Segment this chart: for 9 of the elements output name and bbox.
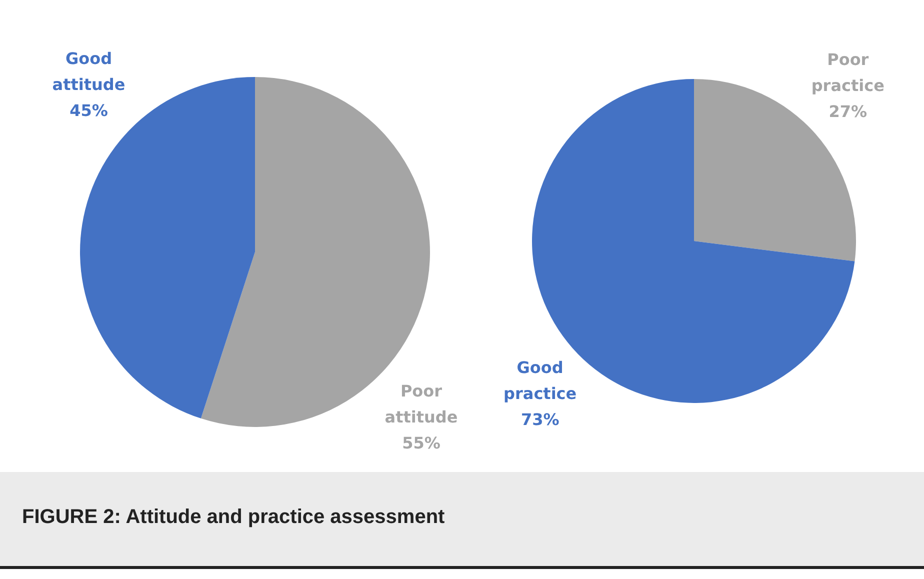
slice-label: Poor attitude (384, 382, 458, 427)
data-label: 45% (70, 101, 108, 120)
data-label: 27% (828, 102, 868, 122)
slice-label: Good practice (504, 358, 577, 404)
data-label: 73% (520, 410, 560, 430)
data-label: 55% (402, 434, 440, 453)
slice-label: Good attitude (52, 49, 126, 94)
caption: FIGURE 2: Attitude and practice assessment (22, 506, 445, 529)
slice-label: Poor practice (811, 50, 885, 96)
